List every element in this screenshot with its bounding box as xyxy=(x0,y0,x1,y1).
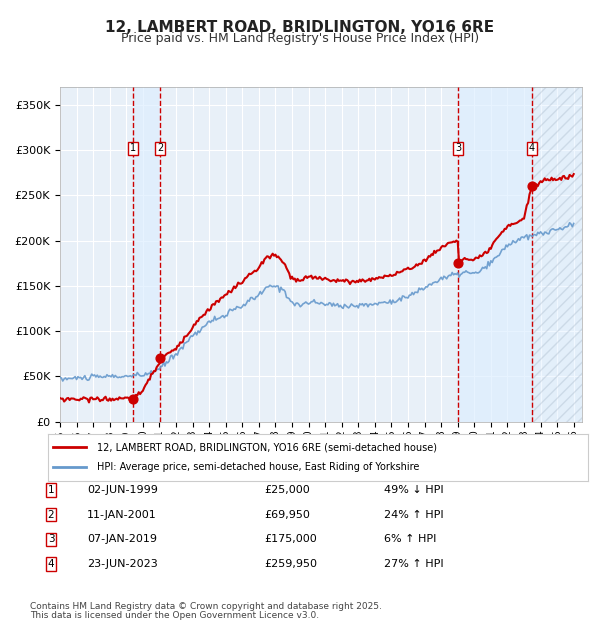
Text: 2: 2 xyxy=(157,143,163,153)
Bar xyxy=(458,87,532,422)
Text: 3: 3 xyxy=(455,143,461,153)
Text: £175,000: £175,000 xyxy=(264,534,317,544)
Bar xyxy=(532,87,582,422)
Text: 02-JUN-1999: 02-JUN-1999 xyxy=(87,485,158,495)
Text: 07-JAN-2019: 07-JAN-2019 xyxy=(87,534,157,544)
Text: 1: 1 xyxy=(130,143,136,153)
Text: £25,000: £25,000 xyxy=(264,485,310,495)
Text: £259,950: £259,950 xyxy=(264,559,317,569)
Point xyxy=(453,259,463,268)
Text: Contains HM Land Registry data © Crown copyright and database right 2025.: Contains HM Land Registry data © Crown c… xyxy=(30,602,382,611)
Text: 12, LAMBERT ROAD, BRIDLINGTON, YO16 6RE: 12, LAMBERT ROAD, BRIDLINGTON, YO16 6RE xyxy=(106,20,494,35)
Text: 11-JAN-2001: 11-JAN-2001 xyxy=(87,510,157,520)
Text: 6% ↑ HPI: 6% ↑ HPI xyxy=(384,534,436,544)
Bar xyxy=(133,87,160,422)
Point xyxy=(155,353,165,363)
Text: £69,950: £69,950 xyxy=(264,510,310,520)
Text: This data is licensed under the Open Government Licence v3.0.: This data is licensed under the Open Gov… xyxy=(30,611,319,619)
Text: Price paid vs. HM Land Registry's House Price Index (HPI): Price paid vs. HM Land Registry's House … xyxy=(121,32,479,45)
Text: 2: 2 xyxy=(47,510,55,520)
Text: HPI: Average price, semi-detached house, East Riding of Yorkshire: HPI: Average price, semi-detached house,… xyxy=(97,463,419,472)
Point xyxy=(527,182,536,192)
Text: 23-JUN-2023: 23-JUN-2023 xyxy=(87,559,158,569)
Point xyxy=(128,394,138,404)
Text: 12, LAMBERT ROAD, BRIDLINGTON, YO16 6RE (semi-detached house): 12, LAMBERT ROAD, BRIDLINGTON, YO16 6RE … xyxy=(97,442,437,452)
Text: 1: 1 xyxy=(47,485,55,495)
Text: 49% ↓ HPI: 49% ↓ HPI xyxy=(384,485,443,495)
Text: 24% ↑ HPI: 24% ↑ HPI xyxy=(384,510,443,520)
Text: 4: 4 xyxy=(529,143,535,153)
Text: 4: 4 xyxy=(47,559,55,569)
Text: 27% ↑ HPI: 27% ↑ HPI xyxy=(384,559,443,569)
Text: 3: 3 xyxy=(47,534,55,544)
